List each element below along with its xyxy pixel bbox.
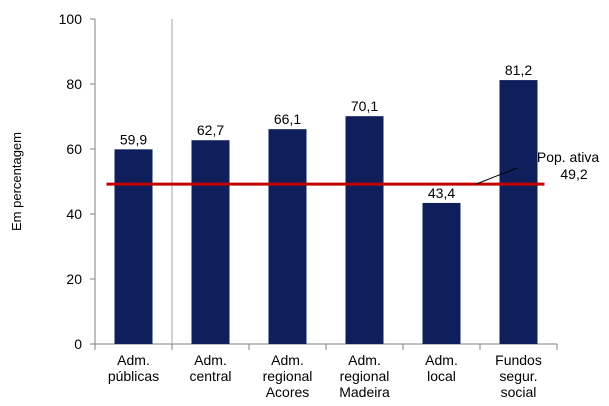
x-tick-label: Acores [266, 384, 310, 400]
x-tick-label: segur. [499, 368, 537, 384]
y-tick-label: 60 [66, 141, 82, 157]
x-tick-label: Madeira [339, 384, 390, 400]
data-label: 62,7 [197, 122, 224, 138]
x-tick-label: Adm. [117, 352, 150, 368]
bar [268, 129, 307, 344]
x-tick-label: Adm. [271, 352, 304, 368]
bar [422, 202, 461, 344]
data-label: 59,9 [120, 131, 147, 147]
y-tick-label: 20 [66, 271, 82, 287]
y-tick-label: 80 [66, 76, 82, 92]
x-tick-label: Adm. [348, 352, 381, 368]
bar [114, 149, 153, 344]
bar [191, 140, 230, 344]
data-label: 66,1 [274, 111, 301, 127]
x-tick-label: local [427, 368, 456, 384]
data-label: 43,4 [428, 185, 455, 201]
x-tick-label: Fundos [495, 352, 542, 368]
reference-line-value: 49,2 [560, 166, 587, 182]
reference-callout-leader [475, 167, 518, 185]
x-tick-label: regional [263, 368, 313, 384]
x-tick-label: Adm. [425, 352, 458, 368]
y-tick-label: 0 [74, 336, 82, 352]
x-tick-label: Adm. [194, 352, 227, 368]
y-tick-label: 40 [66, 206, 82, 222]
x-tick-label: públicas [108, 368, 159, 384]
y-axis-label: Em percentagem [9, 132, 24, 231]
data-label: 70,1 [351, 98, 378, 114]
bar [499, 80, 538, 344]
reference-line-label: Pop. ativa [537, 149, 599, 165]
bar [345, 116, 384, 344]
y-tick-label: 100 [59, 11, 83, 27]
x-tick-label: social [501, 384, 537, 400]
data-label: 81,2 [505, 62, 532, 78]
x-tick-label: regional [340, 368, 390, 384]
x-tick-label: central [189, 368, 231, 384]
